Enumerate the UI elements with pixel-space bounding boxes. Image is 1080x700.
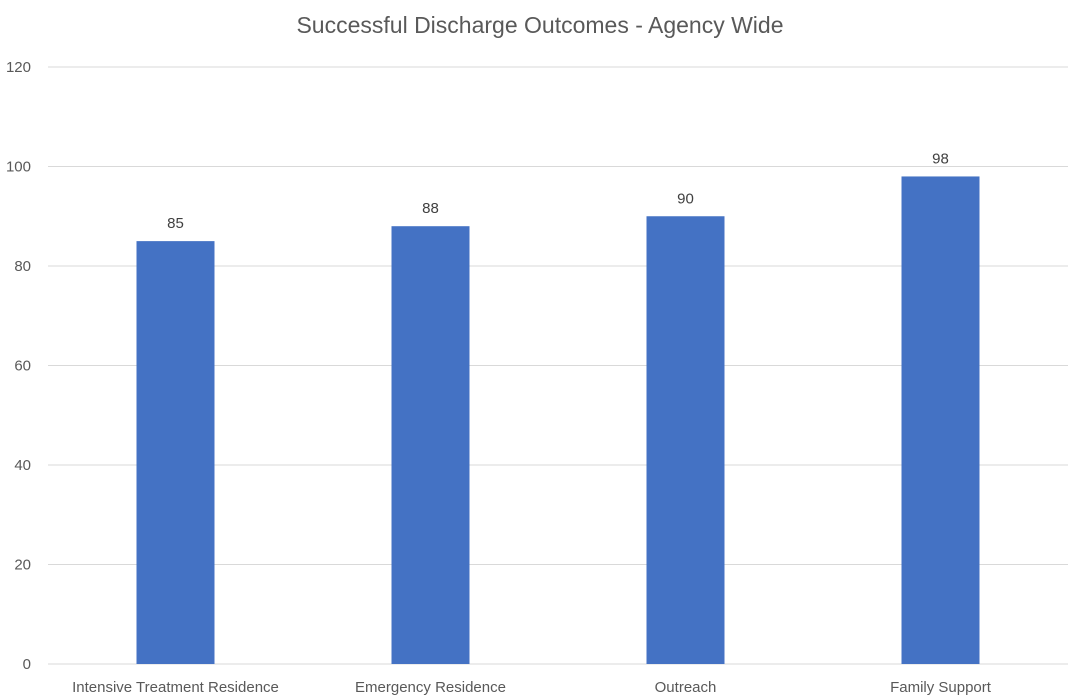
y-tick-label: 60 [14,358,31,375]
data-label-1: 88 [422,200,439,217]
chart-title: Successful Discharge Outcomes - Agency W… [296,12,784,38]
category-label-1: Emergency Residence [355,679,506,696]
data-labels: 85 88 90 98 [167,150,949,232]
gridlines [48,66,1068,665]
data-label-2: 90 [677,190,694,207]
y-tick-label: 20 [14,557,31,574]
data-label-3: 98 [932,150,949,167]
y-tick-label: 80 [14,258,31,275]
data-label-0: 85 [167,215,184,232]
bar-2 [646,216,725,664]
bars [136,176,980,664]
bar-0 [136,241,215,664]
y-tick-label: 100 [6,159,31,176]
category-label-0: Intensive Treatment Residence [72,679,279,696]
bar-3 [901,176,980,664]
category-label-2: Outreach [655,679,717,696]
y-axis-tick-labels: 0 20 40 60 80 100 120 [6,59,31,673]
bar-1 [391,226,470,664]
y-tick-label: 40 [14,457,31,474]
y-tick-label: 120 [6,59,31,76]
x-axis-category-labels: Intensive Treatment Residence Emergency R… [72,679,992,696]
category-label-3: Family Support [890,679,992,696]
y-tick-label: 0 [23,656,31,673]
